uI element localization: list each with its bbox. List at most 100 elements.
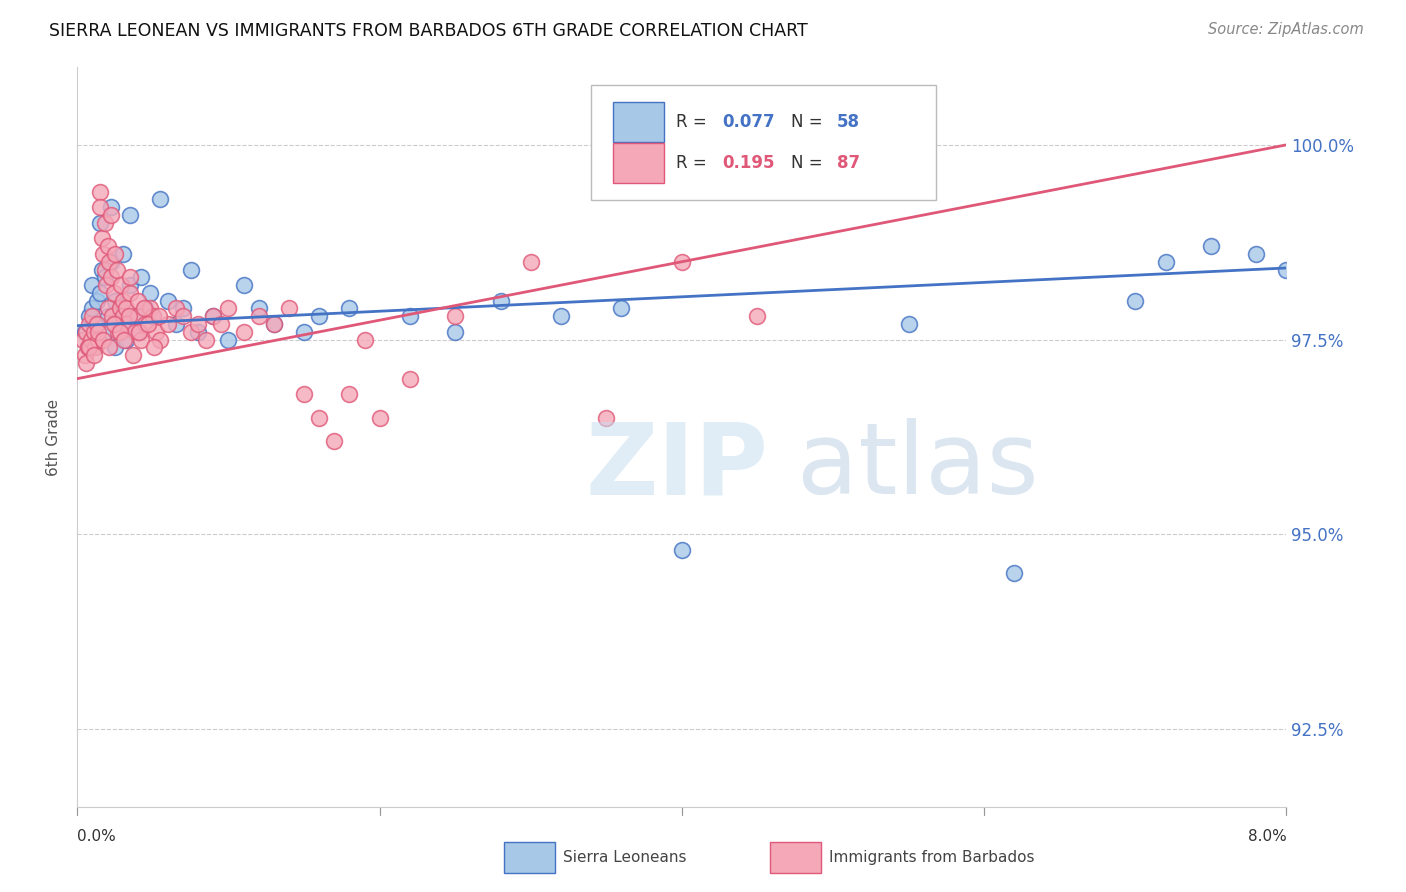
Point (142, 310, 165, 324)
Point (180, 325, 202, 339)
Point (120, 278, 142, 293)
Point (82, 278, 104, 293)
Point (128, 325, 150, 339)
Point (444, 325, 467, 339)
Y-axis label: 6th Grade: 6th Grade (46, 399, 62, 475)
Point (127, 293, 149, 308)
FancyBboxPatch shape (592, 86, 936, 200)
Text: 8.0%: 8.0% (1247, 829, 1286, 844)
Point (165, 301, 187, 316)
Point (127, 310, 149, 324)
Point (263, 317, 285, 331)
Point (134, 301, 156, 316)
Point (108, 301, 131, 316)
Point (93, 325, 115, 339)
Point (232, 278, 254, 293)
Point (90, 231, 112, 245)
Point (1125, 293, 1147, 308)
Point (104, 317, 127, 331)
Point (110, 278, 132, 293)
Point (145, 325, 167, 339)
Point (202, 310, 225, 324)
Text: SIERRA LEONEAN VS IMMIGRANTS FROM BARBADOS 6TH GRADE CORRELATION CHART: SIERRA LEONEAN VS IMMIGRANTS FROM BARBAD… (49, 22, 808, 40)
Point (79, 341, 101, 355)
Point (79, 310, 101, 324)
Point (100, 270, 122, 285)
Point (139, 301, 162, 316)
Point (232, 325, 254, 339)
Point (278, 301, 301, 316)
Point (129, 270, 152, 285)
Point (122, 348, 145, 362)
Point (218, 301, 240, 316)
Point (84, 341, 107, 355)
Point (93, 216, 115, 230)
Point (80, 333, 103, 347)
Point (138, 317, 160, 331)
Point (202, 310, 225, 324)
Point (89, 285, 111, 300)
Text: N =: N = (790, 154, 828, 172)
Point (339, 387, 360, 401)
Point (75, 325, 97, 339)
Point (120, 208, 142, 222)
Point (91, 247, 114, 261)
Point (263, 317, 285, 331)
Point (73, 325, 96, 339)
Point (103, 285, 125, 300)
FancyBboxPatch shape (613, 143, 664, 183)
Point (323, 434, 346, 448)
Point (124, 310, 146, 324)
Point (118, 310, 141, 324)
Point (114, 301, 136, 316)
Text: R =: R = (676, 154, 711, 172)
Text: Sierra Leoneans: Sierra Leoneans (564, 850, 688, 865)
Point (108, 325, 131, 339)
Point (73, 348, 96, 362)
Point (111, 247, 134, 261)
Point (104, 341, 127, 355)
Point (1154, 254, 1177, 268)
Point (89, 200, 111, 214)
FancyBboxPatch shape (505, 842, 555, 873)
Point (83, 348, 105, 362)
Point (444, 310, 467, 324)
Point (353, 333, 375, 347)
FancyBboxPatch shape (613, 103, 664, 143)
Point (100, 208, 122, 222)
Text: 0.077: 0.077 (721, 113, 775, 131)
Point (96, 239, 118, 253)
Point (308, 310, 330, 324)
Point (1004, 566, 1026, 581)
Point (149, 193, 172, 207)
Point (79, 317, 101, 331)
Point (96, 301, 118, 316)
Text: R =: R = (676, 113, 711, 131)
Point (77, 341, 100, 355)
Point (80, 333, 103, 347)
Text: Immigrants from Barbados: Immigrants from Barbados (830, 850, 1035, 865)
Point (550, 310, 572, 324)
Point (105, 262, 128, 277)
Point (77, 341, 100, 355)
Point (143, 341, 166, 355)
Point (72, 333, 94, 347)
Point (610, 301, 633, 316)
Point (165, 317, 187, 331)
Text: 0.195: 0.195 (721, 154, 775, 172)
Point (292, 325, 315, 339)
Point (194, 333, 217, 347)
Point (86, 317, 108, 331)
Point (89, 216, 111, 230)
Point (187, 325, 209, 339)
Point (399, 371, 422, 385)
Point (100, 200, 122, 214)
Point (1246, 247, 1268, 261)
Point (111, 293, 134, 308)
Point (1199, 239, 1222, 253)
Point (91, 333, 114, 347)
Point (75, 356, 97, 370)
FancyBboxPatch shape (770, 842, 821, 873)
Point (142, 310, 165, 324)
Text: Source: ZipAtlas.com: Source: ZipAtlas.com (1208, 22, 1364, 37)
